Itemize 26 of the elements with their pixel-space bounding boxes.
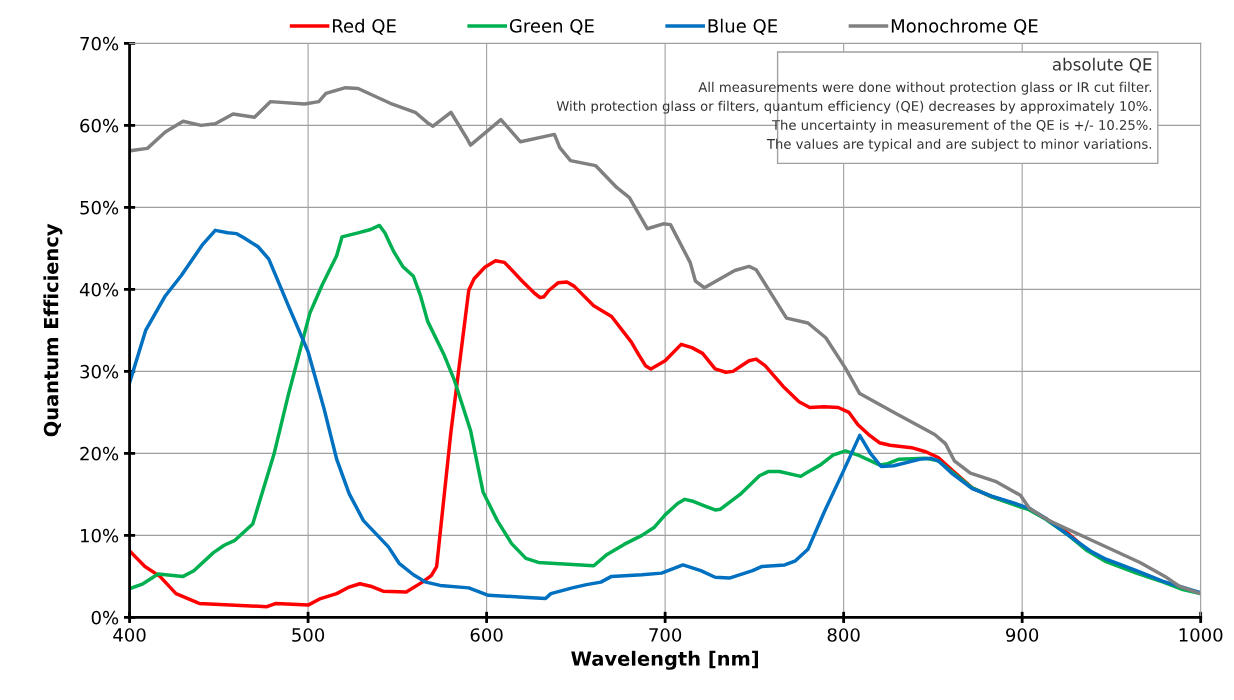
x-tick-label: 800 (827, 628, 860, 642)
y-tick-label: 20% (80, 446, 119, 461)
x-tick-label: 1000 (1179, 628, 1223, 642)
y-tick-label: 70% (80, 36, 119, 51)
legend-label: Monochrome QE (891, 18, 1038, 35)
y-tick-label: 30% (80, 364, 119, 379)
annotation: absolute QE (1052, 57, 1152, 73)
y-axis-title: Quantum Efficiency (43, 223, 63, 437)
annotation: All measurements were done without protection glass or IR cut filter. (698, 81, 1152, 95)
legend-label: Blue QE (708, 18, 777, 35)
x-tick-label: 600 (470, 628, 503, 642)
x-axis-title: Wavelength [nm] (571, 650, 759, 670)
annotation: The uncertainty in measurement of the QE is +/- 10.25%. (771, 119, 1152, 133)
x-tick-label: 400 (113, 628, 146, 642)
y-tick-label: 0% (91, 610, 119, 625)
x-tick-label: 500 (292, 628, 325, 642)
annotation: With protection glass or filters, quantum efficiency (QE) decreases by approximately 10%. (556, 100, 1152, 114)
y-tick-label: 60% (80, 118, 119, 133)
x-tick-label: 700 (649, 628, 682, 642)
y-tick-label: 50% (80, 200, 119, 215)
y-tick-label: 40% (79, 282, 119, 297)
legend-label: Green QE (509, 19, 594, 35)
annotation: The values are typical and are subject to minor variations. (766, 138, 1152, 152)
x-tick-label: 900 (1006, 628, 1039, 642)
y-tick-label: 10% (81, 528, 119, 543)
legend-label: Red QE (333, 18, 396, 35)
